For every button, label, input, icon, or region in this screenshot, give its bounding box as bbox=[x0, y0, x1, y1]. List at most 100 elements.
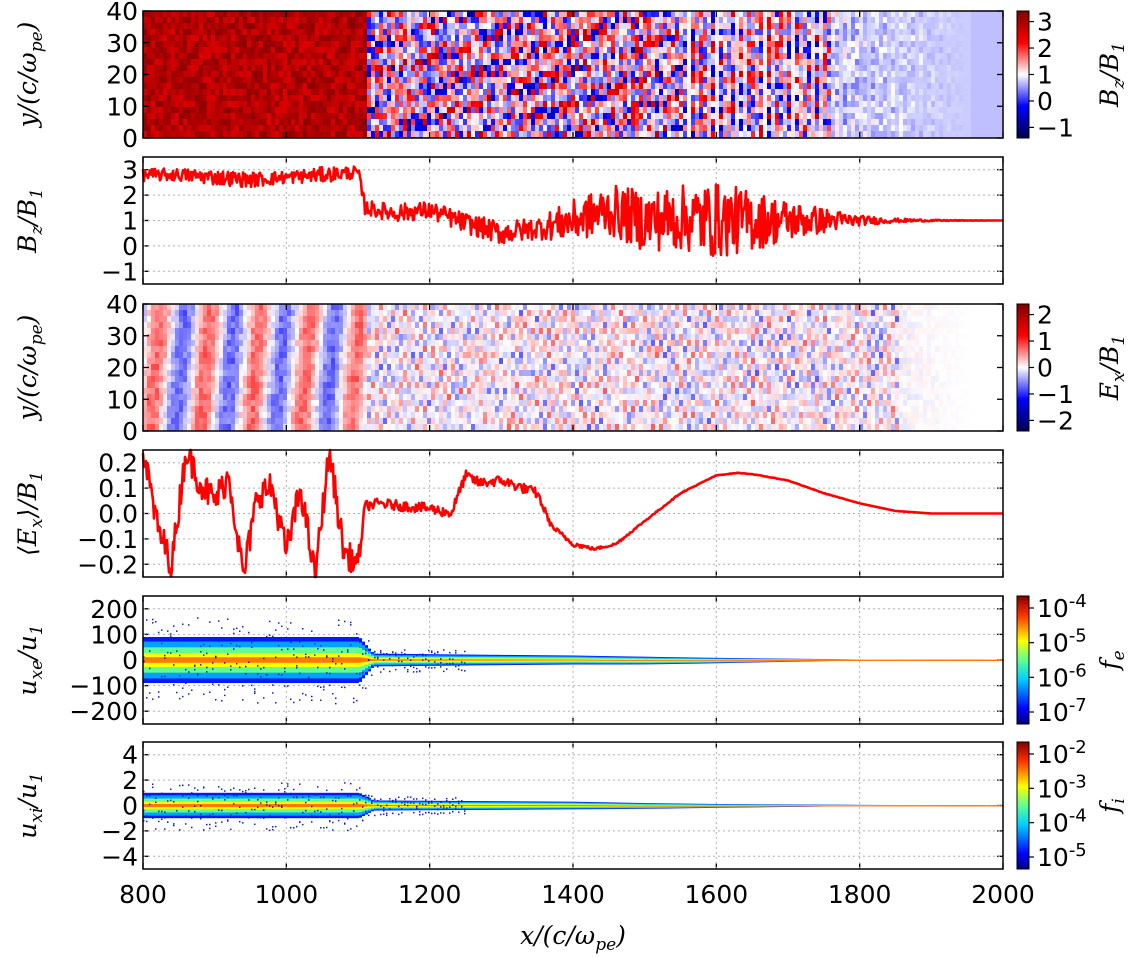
bz-map-cell bbox=[995, 65, 999, 71]
bz-map-cell bbox=[279, 107, 283, 113]
bz-map-cell bbox=[675, 77, 679, 83]
bz-map-cell bbox=[663, 101, 667, 107]
bz-map-cell bbox=[615, 119, 619, 125]
bz-map-cell bbox=[735, 29, 739, 35]
bz-map-cell bbox=[587, 89, 591, 95]
bz-map-cell bbox=[579, 53, 583, 59]
bz-map-cell bbox=[355, 47, 359, 53]
bz-map-cell bbox=[299, 23, 303, 29]
bz-map-cell bbox=[823, 113, 827, 119]
bz-map-cell bbox=[347, 23, 351, 29]
bz-map-cell bbox=[187, 35, 191, 41]
bz-map-cell bbox=[779, 89, 783, 95]
bz-map-cell bbox=[927, 59, 931, 65]
bz-map-cell bbox=[335, 113, 339, 119]
bz-map-cell bbox=[571, 53, 575, 59]
bz-map-cell bbox=[707, 77, 711, 83]
bz-map-cell bbox=[859, 77, 863, 83]
bz-map-cell bbox=[787, 89, 791, 95]
bz-map-cell bbox=[271, 95, 275, 101]
bz-map-cell bbox=[939, 65, 943, 71]
bz-map-cell bbox=[231, 119, 235, 125]
bz-map-cell bbox=[875, 95, 879, 101]
bz-map-cell bbox=[663, 23, 667, 29]
bz-map-cell bbox=[947, 41, 951, 47]
bz-map-cell bbox=[843, 119, 847, 125]
bz-map-cell bbox=[363, 35, 367, 41]
bz-map-cell bbox=[683, 53, 687, 59]
bz-map-cell bbox=[199, 89, 203, 95]
bz-map-cell bbox=[883, 77, 887, 83]
bz-map-cell bbox=[911, 131, 915, 137]
bz-map-cell bbox=[943, 35, 947, 41]
bz-map-cell bbox=[935, 71, 939, 77]
bz-map-cell bbox=[731, 23, 735, 29]
bz-map-cell bbox=[631, 11, 635, 17]
bz-map-cell bbox=[751, 17, 755, 23]
bz-map-cell bbox=[455, 59, 459, 65]
bz-map-cell bbox=[171, 119, 175, 125]
bz-map-cell bbox=[775, 89, 779, 95]
bz-map-cell bbox=[659, 11, 663, 17]
bz-map-cell bbox=[619, 77, 623, 83]
bz-map-cell bbox=[155, 107, 159, 113]
bz-map-cell bbox=[623, 77, 627, 83]
bz-map-cell bbox=[603, 47, 607, 53]
bz-map-cell bbox=[655, 83, 659, 89]
bz-map-cell bbox=[327, 95, 331, 101]
bz-map-cell bbox=[991, 59, 995, 65]
ex-map-cell bbox=[171, 364, 175, 370]
bz-map-cell bbox=[371, 113, 375, 119]
bz-map-cell bbox=[411, 113, 415, 119]
bz-map-cell bbox=[199, 125, 203, 131]
bz-map-cell bbox=[455, 95, 459, 101]
bz-map-cell bbox=[835, 77, 839, 83]
bz-map-cell bbox=[827, 59, 831, 65]
bz-map-cell bbox=[851, 131, 855, 137]
bz-map-cell bbox=[923, 41, 927, 47]
bz-map-cell bbox=[515, 89, 519, 95]
bz-map-cell bbox=[483, 65, 487, 71]
bz-map-cell bbox=[839, 35, 843, 41]
bz-map-cell bbox=[515, 71, 519, 77]
bz-map-cell bbox=[715, 47, 719, 53]
bz-map-cell bbox=[635, 95, 639, 101]
bz-map-cell bbox=[703, 23, 707, 29]
bz-map-cell bbox=[551, 113, 555, 119]
bz-map-cell bbox=[411, 101, 415, 107]
bz-map-cell bbox=[639, 17, 643, 23]
bz-map-cell bbox=[239, 107, 243, 113]
bz-map-cell bbox=[363, 119, 367, 125]
bz-map-cell bbox=[851, 17, 855, 23]
bz-map-cell bbox=[423, 59, 427, 65]
bz-map-cell bbox=[439, 131, 443, 137]
bz-map-cell bbox=[211, 131, 215, 137]
bz-map-cell bbox=[247, 47, 251, 53]
bz-map-cell bbox=[479, 83, 483, 89]
bz-map-cell bbox=[763, 95, 767, 101]
bz-map-cell bbox=[243, 125, 247, 131]
bz-map-cell bbox=[703, 107, 707, 113]
bz-map-cell bbox=[639, 23, 643, 29]
bz-map-cell bbox=[375, 29, 379, 35]
bz-map-cell bbox=[795, 77, 799, 83]
ex-map-cell bbox=[143, 406, 147, 412]
bz-map-cell bbox=[879, 89, 883, 95]
bz-map-cell bbox=[507, 41, 511, 47]
bz-map-cell bbox=[351, 29, 355, 35]
bz-map-cell bbox=[515, 17, 519, 23]
bz-map-cell bbox=[963, 53, 967, 59]
bz-map-cell bbox=[183, 53, 187, 59]
bz-map-cell bbox=[715, 59, 719, 65]
bz-map-cell bbox=[527, 29, 531, 35]
bz-map-cell bbox=[219, 71, 223, 77]
bz-map-cell bbox=[431, 131, 435, 137]
bz-map-cell bbox=[835, 41, 839, 47]
bz-map-cell bbox=[363, 29, 367, 35]
bz-map-cell bbox=[243, 83, 247, 89]
bz-map-colorbar-tick-label: 3 bbox=[1037, 8, 1053, 37]
bz-map-cell bbox=[455, 89, 459, 95]
bz-map-cell bbox=[983, 83, 987, 89]
bz-map-cell bbox=[491, 113, 495, 119]
bz-map-cell bbox=[703, 89, 707, 95]
